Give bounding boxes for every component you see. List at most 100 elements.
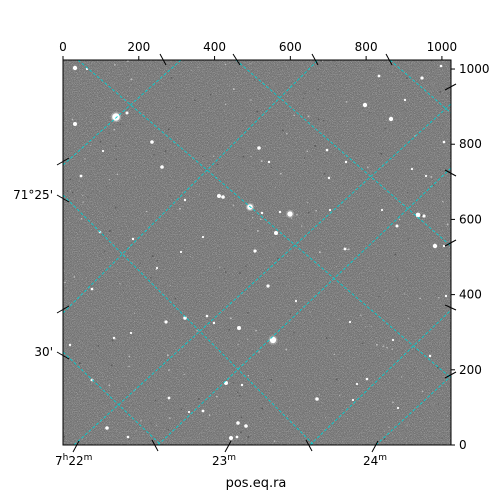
star bbox=[73, 122, 77, 126]
star bbox=[442, 244, 446, 248]
background-speck bbox=[360, 314, 362, 317]
background-speck bbox=[239, 272, 241, 274]
world-tick bbox=[56, 157, 70, 166]
background-speck bbox=[302, 114, 304, 116]
background-speck bbox=[398, 218, 401, 221]
background-speck bbox=[322, 120, 325, 122]
world-tick-marks bbox=[56, 53, 457, 453]
background-speck bbox=[69, 178, 72, 181]
image-background bbox=[63, 60, 451, 445]
background-speck bbox=[343, 182, 345, 184]
background-speck bbox=[228, 328, 231, 331]
dec-tick-label: 30' bbox=[34, 345, 53, 359]
background-speck bbox=[224, 268, 226, 270]
background-speck bbox=[197, 66, 199, 68]
background-speck bbox=[216, 395, 218, 398]
coordinate-grid bbox=[63, 60, 451, 445]
background-speck bbox=[267, 422, 269, 424]
background-speck bbox=[369, 112, 371, 114]
background-speck bbox=[277, 257, 279, 260]
star bbox=[415, 212, 421, 218]
background-speck bbox=[224, 103, 227, 106]
background-speck bbox=[247, 338, 249, 340]
background-speck bbox=[234, 271, 236, 273]
world-tick bbox=[385, 53, 393, 66]
background-speck bbox=[306, 150, 309, 153]
background-speck bbox=[301, 225, 303, 227]
background-speck bbox=[441, 200, 444, 203]
world-tick bbox=[151, 439, 159, 452]
background-speck bbox=[114, 64, 116, 66]
background-speck bbox=[346, 121, 348, 123]
background-speck bbox=[317, 88, 319, 91]
background-speck bbox=[82, 194, 84, 197]
background-speck bbox=[443, 237, 445, 239]
ra-tick-label: 7h22m bbox=[55, 453, 92, 468]
star bbox=[101, 149, 105, 153]
background-speck bbox=[289, 313, 292, 316]
background-speck bbox=[421, 390, 424, 393]
background-speck bbox=[151, 255, 154, 258]
star bbox=[403, 98, 407, 102]
star bbox=[294, 299, 298, 303]
background-speck bbox=[440, 127, 442, 129]
background-speck bbox=[386, 346, 388, 349]
grid-line bbox=[389, 60, 451, 114]
top-axis-tick-label: 400 bbox=[203, 40, 226, 54]
star bbox=[410, 167, 414, 171]
background-speck bbox=[409, 278, 411, 280]
star bbox=[428, 354, 432, 358]
star bbox=[424, 174, 428, 178]
background-speck bbox=[134, 176, 136, 178]
x-axis-label: pos.eq.ra bbox=[226, 476, 287, 491]
background-speck bbox=[397, 278, 399, 280]
star bbox=[348, 320, 352, 324]
background-speck bbox=[114, 337, 116, 340]
background-speck bbox=[166, 354, 169, 357]
background-speck bbox=[404, 293, 406, 295]
star bbox=[125, 111, 129, 115]
grid-line bbox=[77, 60, 451, 379]
background-speck bbox=[384, 128, 386, 130]
star bbox=[442, 140, 446, 144]
background-speck bbox=[92, 101, 94, 103]
background-speck bbox=[431, 350, 433, 352]
star bbox=[240, 383, 244, 387]
star bbox=[420, 76, 424, 80]
world-tick bbox=[305, 439, 313, 452]
background-speck bbox=[247, 311, 249, 314]
background-speck bbox=[293, 331, 295, 334]
right-axis-tick-label: 0 bbox=[459, 438, 467, 452]
star bbox=[315, 397, 319, 401]
background-speck bbox=[160, 242, 162, 243]
background-speck bbox=[108, 178, 111, 181]
background-speck bbox=[432, 184, 435, 186]
background-speck bbox=[196, 330, 198, 332]
background-speck bbox=[320, 60, 322, 62]
background-speck bbox=[245, 265, 247, 268]
background-speck bbox=[270, 166, 272, 169]
background-speck bbox=[158, 245, 160, 247]
star bbox=[235, 435, 239, 439]
star-halo bbox=[268, 335, 278, 345]
background-speck bbox=[261, 407, 264, 410]
background-speck bbox=[307, 211, 310, 214]
background-speck bbox=[234, 254, 236, 256]
star bbox=[164, 320, 168, 324]
background-speck bbox=[213, 155, 215, 157]
background-speck bbox=[179, 207, 181, 210]
background-speck bbox=[229, 317, 232, 320]
background-speck bbox=[378, 295, 380, 298]
star bbox=[355, 382, 359, 386]
background-speck bbox=[150, 276, 152, 279]
background-speck bbox=[383, 438, 386, 440]
background-speck bbox=[71, 191, 74, 194]
background-speck bbox=[128, 355, 131, 358]
background-speck bbox=[437, 297, 440, 299]
background-speck bbox=[361, 342, 364, 345]
star bbox=[160, 165, 164, 169]
background-speck bbox=[407, 238, 409, 240]
background-speck bbox=[127, 60, 129, 62]
star bbox=[217, 194, 221, 198]
background-speck bbox=[82, 201, 84, 203]
